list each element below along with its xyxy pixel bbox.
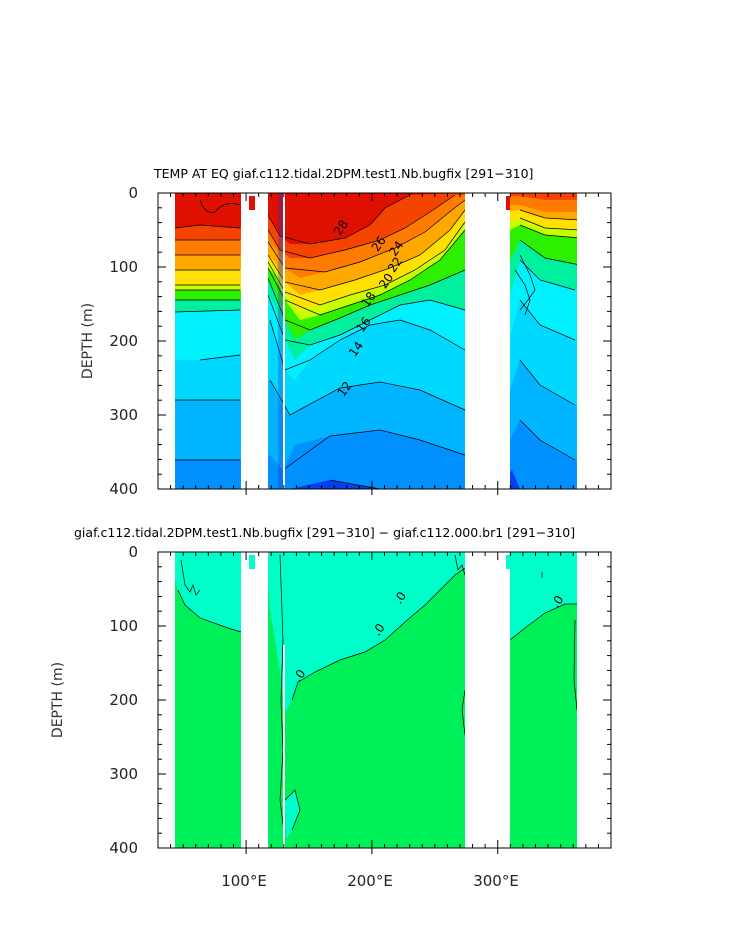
diff-positive-fill xyxy=(175,552,241,632)
diff-ytick-0: 0 xyxy=(128,543,138,561)
temp-contours xyxy=(174,194,611,489)
temp-ytick-0: 0 xyxy=(128,184,138,202)
diff-field xyxy=(158,552,611,848)
diff-panel: giaf.c112.tidal.2DPM.test1.Nb.bugfix [29… xyxy=(50,525,612,890)
diff-contours xyxy=(177,554,578,841)
diff-ytick-400: 400 xyxy=(109,839,138,857)
temp-ylabel: DEPTH (m) xyxy=(80,303,96,379)
temp-ridge xyxy=(278,193,283,489)
temp-panel-title: TEMP AT EQ giaf.c112.tidal.2DPM.test1.Nb… xyxy=(153,166,533,181)
diff-panel-title: giaf.c112.tidal.2DPM.test1.Nb.bugfix [29… xyxy=(74,525,575,540)
diff-island-patch-east xyxy=(506,555,510,569)
diff-xtick-300: 300°E xyxy=(473,872,519,890)
diff-ytick-200: 200 xyxy=(109,691,138,709)
diff-axis-ticks xyxy=(158,551,611,854)
diff-positive-fill-east xyxy=(510,552,577,640)
diff-ylabel: DEPTH (m) xyxy=(50,662,66,738)
temp-ytick-100: 100 xyxy=(109,258,138,276)
temp-island-patch xyxy=(249,196,255,210)
diff-xtick-100: 100°E xyxy=(221,872,267,890)
diff-land xyxy=(158,552,611,848)
temp-island-patch-east xyxy=(506,196,510,210)
temp-land xyxy=(158,193,611,489)
diff-ytick-300: 300 xyxy=(109,765,138,783)
diff-island-patch xyxy=(249,555,255,569)
diff-xtick-200: 200°E xyxy=(347,872,393,890)
temp-axis-ticks xyxy=(158,192,611,495)
diff-positive-fill-central xyxy=(268,552,465,712)
temp-field xyxy=(158,193,611,489)
temp-ytick-300: 300 xyxy=(109,406,138,424)
temp-ytick-400: 400 xyxy=(109,480,138,498)
temp-panel: TEMP AT EQ giaf.c112.tidal.2DPM.test1.Nb… xyxy=(80,166,612,498)
diff-positive-blob xyxy=(285,790,300,840)
temp-ytick-200: 200 xyxy=(109,332,138,350)
diff-ytick-100: 100 xyxy=(109,617,138,635)
